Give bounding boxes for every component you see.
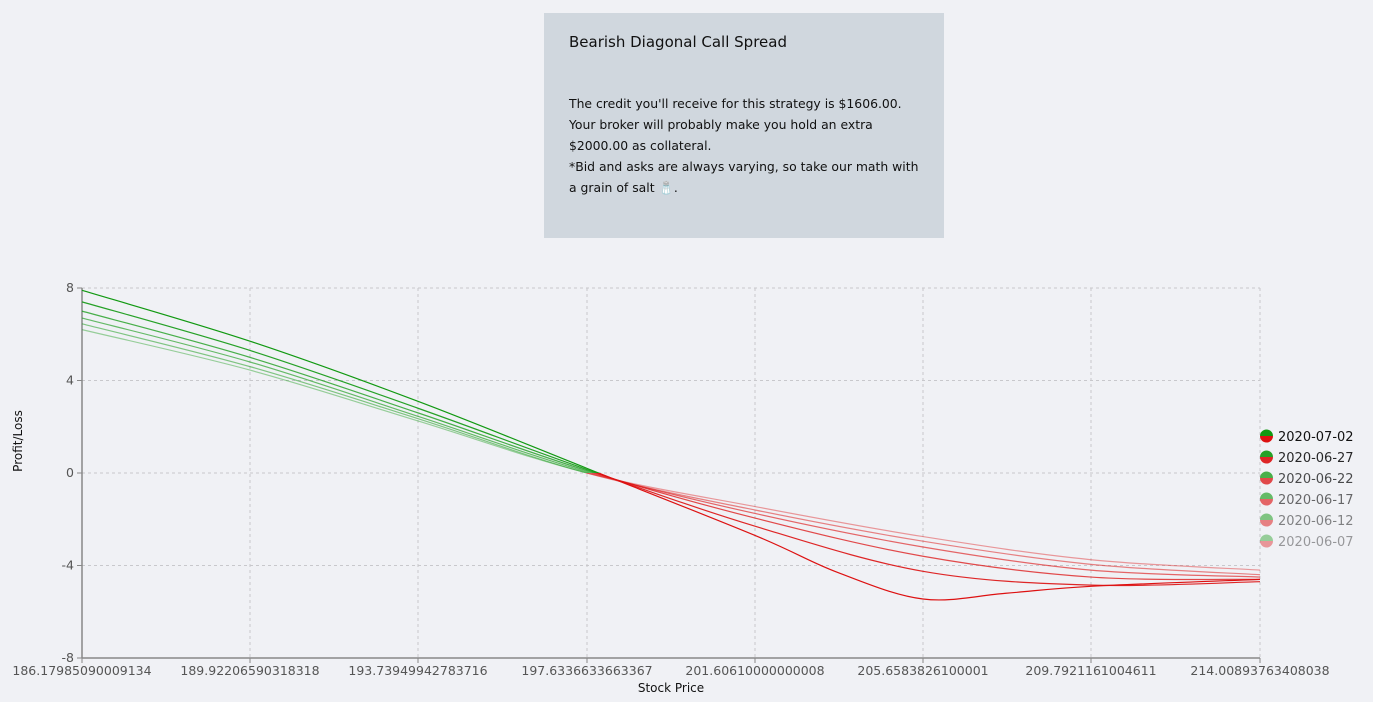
legend-swatch-top (1260, 534, 1273, 541)
y-axis-title: Profit/Loss (11, 410, 25, 472)
legend-item-2020-06-07[interactable]: 2020-06-07 (1260, 534, 1354, 551)
y-tick-label: -8 (62, 650, 75, 665)
series-segment-profit (81, 329, 590, 473)
x-tick-label: 189.92206590318318 (180, 663, 319, 678)
credit-line: The credit you'll receive for this strat… (569, 96, 902, 111)
strategy-title: Bearish Diagonal Call Spread (569, 33, 787, 51)
x-tick-label: 197.6336633663367 (521, 663, 652, 678)
series-segment-loss (588, 473, 1261, 578)
legend-item-2020-06-22[interactable]: 2020-06-22 (1260, 471, 1354, 487)
legend-swatch-bottom (1260, 478, 1273, 485)
disclaimer-line-1: *Bid and asks are always varying, so tak… (569, 159, 919, 174)
legend-swatch-top (1260, 429, 1273, 436)
legend-label: 2020-06-07 (1278, 535, 1354, 550)
strategy-description: The credit you'll receive for this strat… (569, 93, 919, 198)
legend-item-2020-06-27[interactable]: 2020-06-27 (1260, 450, 1354, 467)
chart-legend: 2020-07-02 2020-06-27 2020-06-22 2020-06-17… (1260, 429, 1354, 551)
legend-swatch-top (1260, 471, 1273, 478)
y-tick-label: -4 (62, 558, 75, 573)
legend-item-2020-06-12[interactable]: 2020-06-12 (1260, 513, 1354, 530)
legend-label: 2020-06-12 (1278, 514, 1354, 529)
y-tick-label: 0 (66, 465, 74, 480)
series-line-2020-06-27 (81, 301, 1261, 587)
legend-item-2020-07-02[interactable]: 2020-07-02 (1260, 429, 1354, 445)
legend-swatch-top (1260, 450, 1273, 457)
series-segment-loss (595, 473, 1261, 587)
series-line-2020-06-12 (81, 323, 1261, 576)
legend-label: 2020-06-27 (1278, 451, 1354, 466)
series-line-2020-06-22 (81, 310, 1261, 581)
series-line-2020-06-17 (81, 317, 1261, 578)
y-tick-labels: -8 -4 0 4 8 (62, 280, 82, 665)
series-line-2020-06-07 (81, 329, 1261, 571)
legend-swatch-bottom (1260, 436, 1273, 443)
series-segment-loss (597, 473, 1261, 601)
legend-swatch-bottom (1260, 499, 1273, 506)
collateral-line-2: $2000.00 as collateral. (569, 138, 712, 153)
x-tick-label: 201.60610000000008 (685, 663, 824, 678)
series-segment-profit (81, 317, 594, 473)
chart-series (81, 289, 1261, 601)
legend-swatch-bottom (1260, 520, 1273, 527)
series-segment-profit (81, 323, 590, 473)
legend-item-2020-06-17[interactable]: 2020-06-17 (1260, 492, 1354, 508)
series-segment-profit (81, 301, 599, 473)
series-segment-loss (584, 473, 1261, 576)
y-tick-label: 4 (66, 373, 74, 388)
strategy-info-card: Bearish Diagonal Call Spread The credit … (544, 13, 944, 238)
x-tick-label: 209.7921161004611 (1025, 663, 1156, 678)
x-axis-title: Stock Price (638, 681, 704, 695)
legend-label: 2020-06-17 (1278, 493, 1354, 508)
y-tick-label: 8 (66, 280, 74, 295)
series-segment-profit (81, 289, 601, 473)
x-tick-label: 193.73949942783716 (348, 663, 487, 678)
x-tick-labels: 186.17985090009134 189.92206590318318 193.… (12, 658, 1330, 678)
collateral-line-1: Your broker will probably make you hold … (569, 117, 873, 132)
x-tick-label: 214.00893763408038 (1190, 663, 1329, 678)
disclaimer-line-2: a grain of salt 🧂. (569, 180, 678, 195)
legend-swatch-bottom (1260, 457, 1273, 464)
chart-grid (82, 287, 1261, 658)
legend-swatch-top (1260, 513, 1273, 520)
x-tick-label: 205.6583826100001 (857, 663, 988, 678)
legend-label: 2020-06-22 (1278, 472, 1354, 487)
series-segment-loss (584, 473, 1261, 571)
legend-label: 2020-07-02 (1278, 430, 1354, 445)
series-segment-profit (81, 310, 597, 473)
series-segment-loss (592, 473, 1261, 581)
legend-swatch-bottom (1260, 541, 1273, 548)
series-line-2020-07-02 (81, 289, 1261, 601)
x-tick-label: 186.17985090009134 (12, 663, 151, 678)
legend-swatch-top (1260, 492, 1273, 499)
